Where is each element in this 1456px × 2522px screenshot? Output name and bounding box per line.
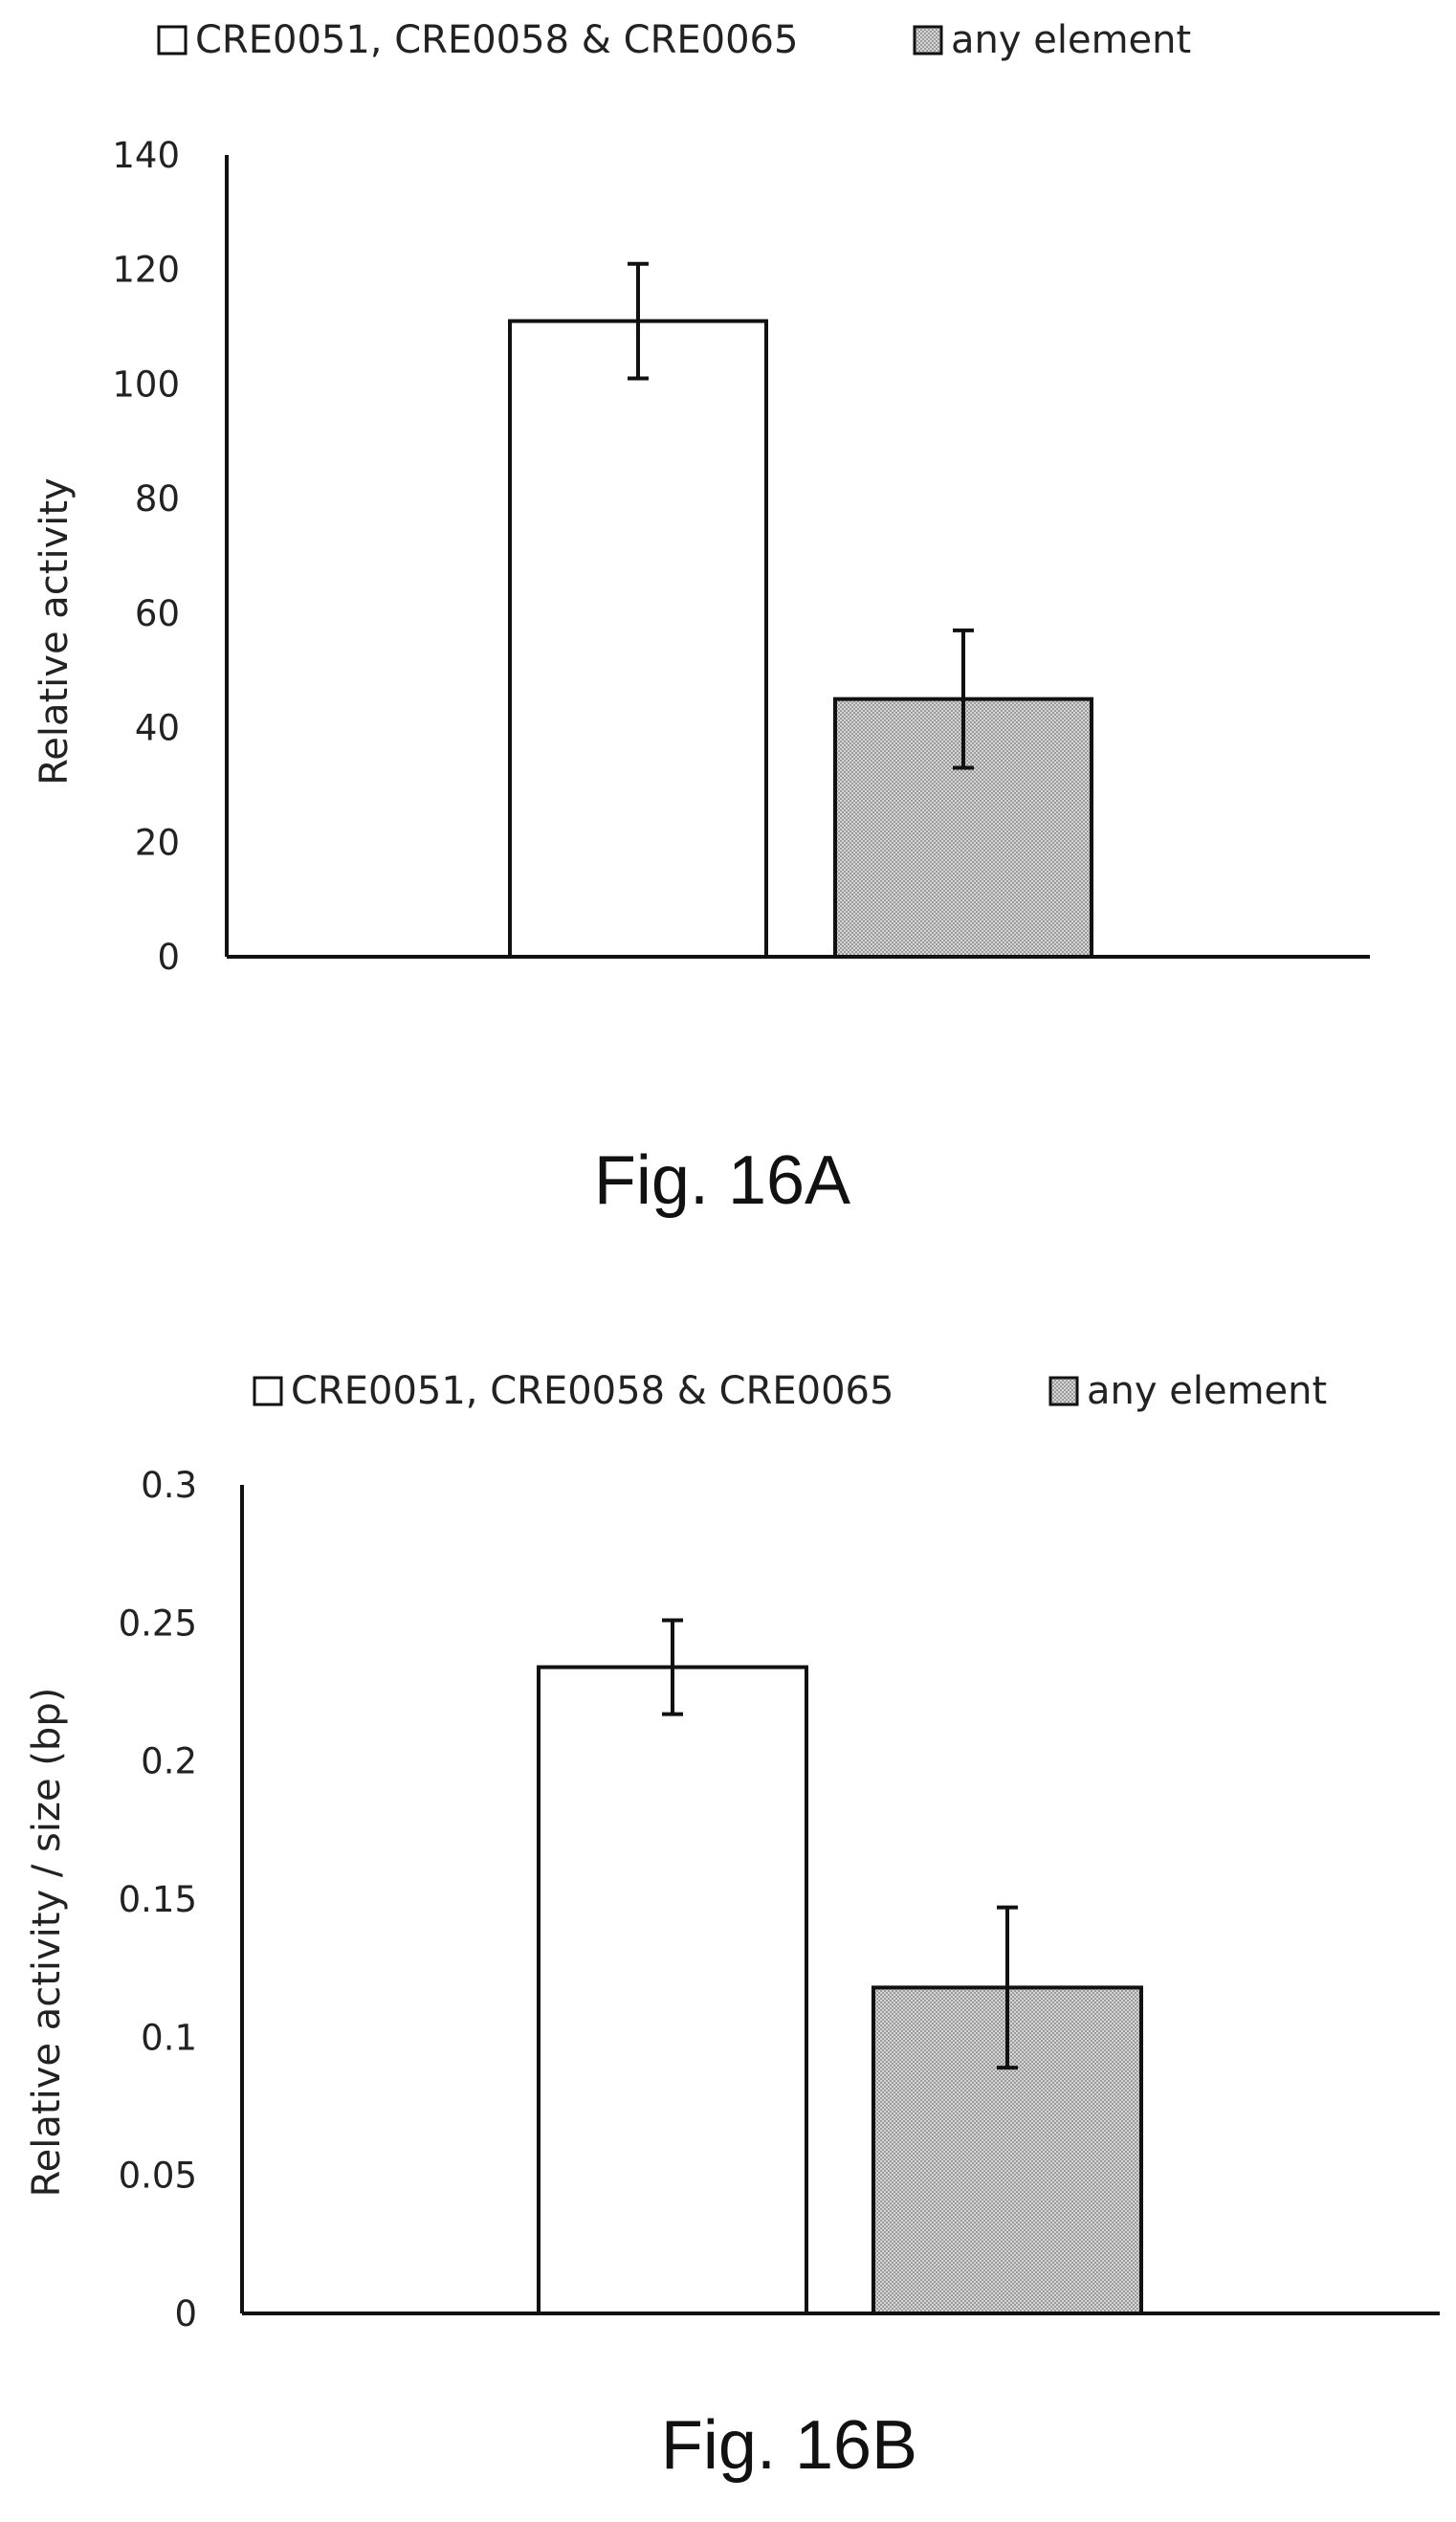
y-tick-label: 0.1	[141, 2017, 197, 2058]
legend-swatch-series-2	[913, 25, 943, 55]
y-tick-label: 100	[112, 364, 180, 405]
figure-caption-16a: Fig. 16A	[594, 1142, 850, 1219]
figure-caption-16b: Fig. 16B	[661, 2407, 917, 2484]
y-tick-label: 0.3	[141, 1465, 197, 1506]
legend-swatch-series-1	[253, 1376, 283, 1406]
y-tick-label: 0	[174, 2293, 197, 2334]
y-tick-label: 80	[135, 478, 180, 520]
y-tick-labels-16a: 0 20 40 60 80 100 120 140	[112, 135, 180, 978]
legend-16a: CRE0051, CRE0058 & CRE0065 any element	[157, 18, 1191, 62]
y-tick-labels-16b: 0 0.05 0.1 0.15 0.2 0.25 0.3	[119, 1465, 197, 2334]
chart-16b: CRE0051, CRE0058 & CRE0065 any element R…	[25, 1369, 1440, 2484]
y-tick-label: 0.25	[119, 1603, 197, 1644]
y-tick-label: 20	[135, 822, 180, 863]
y-axis-title-16a: Relative activity	[33, 477, 77, 785]
y-tick-label: 0.15	[119, 1879, 197, 1920]
chart-16a: CRE0051, CRE0058 & CRE0065 any element R…	[33, 18, 1370, 1219]
legend-16b: CRE0051, CRE0058 & CRE0065 any element	[253, 1369, 1327, 1413]
legend-swatch-series-2	[1048, 1376, 1079, 1406]
y-tick-label: 140	[112, 135, 180, 176]
y-tick-label: 0	[157, 937, 180, 978]
bars-16a	[508, 261, 1093, 960]
bar-1	[537, 1665, 808, 2315]
legend-swatch-series-1	[157, 25, 188, 55]
y-tick-label: 0.2	[141, 1741, 197, 1782]
y-tick-label: 40	[135, 708, 180, 749]
y-tick-label: 0.05	[119, 2156, 197, 2197]
y-tick-label: 120	[112, 250, 180, 291]
y-tick-label: 60	[135, 593, 180, 634]
bar-1	[508, 319, 768, 960]
legend-label-series-2: any element	[1087, 1369, 1327, 1413]
legend-label-series-1: CRE0051, CRE0058 & CRE0065	[291, 1369, 893, 1413]
legend-label-series-2: any element	[951, 18, 1191, 62]
y-axis-title-16b: Relative activity / size (bp)	[25, 1688, 69, 2198]
legend-label-series-1: CRE0051, CRE0058 & CRE0065	[195, 18, 798, 62]
bars-16b	[537, 1618, 1143, 2315]
